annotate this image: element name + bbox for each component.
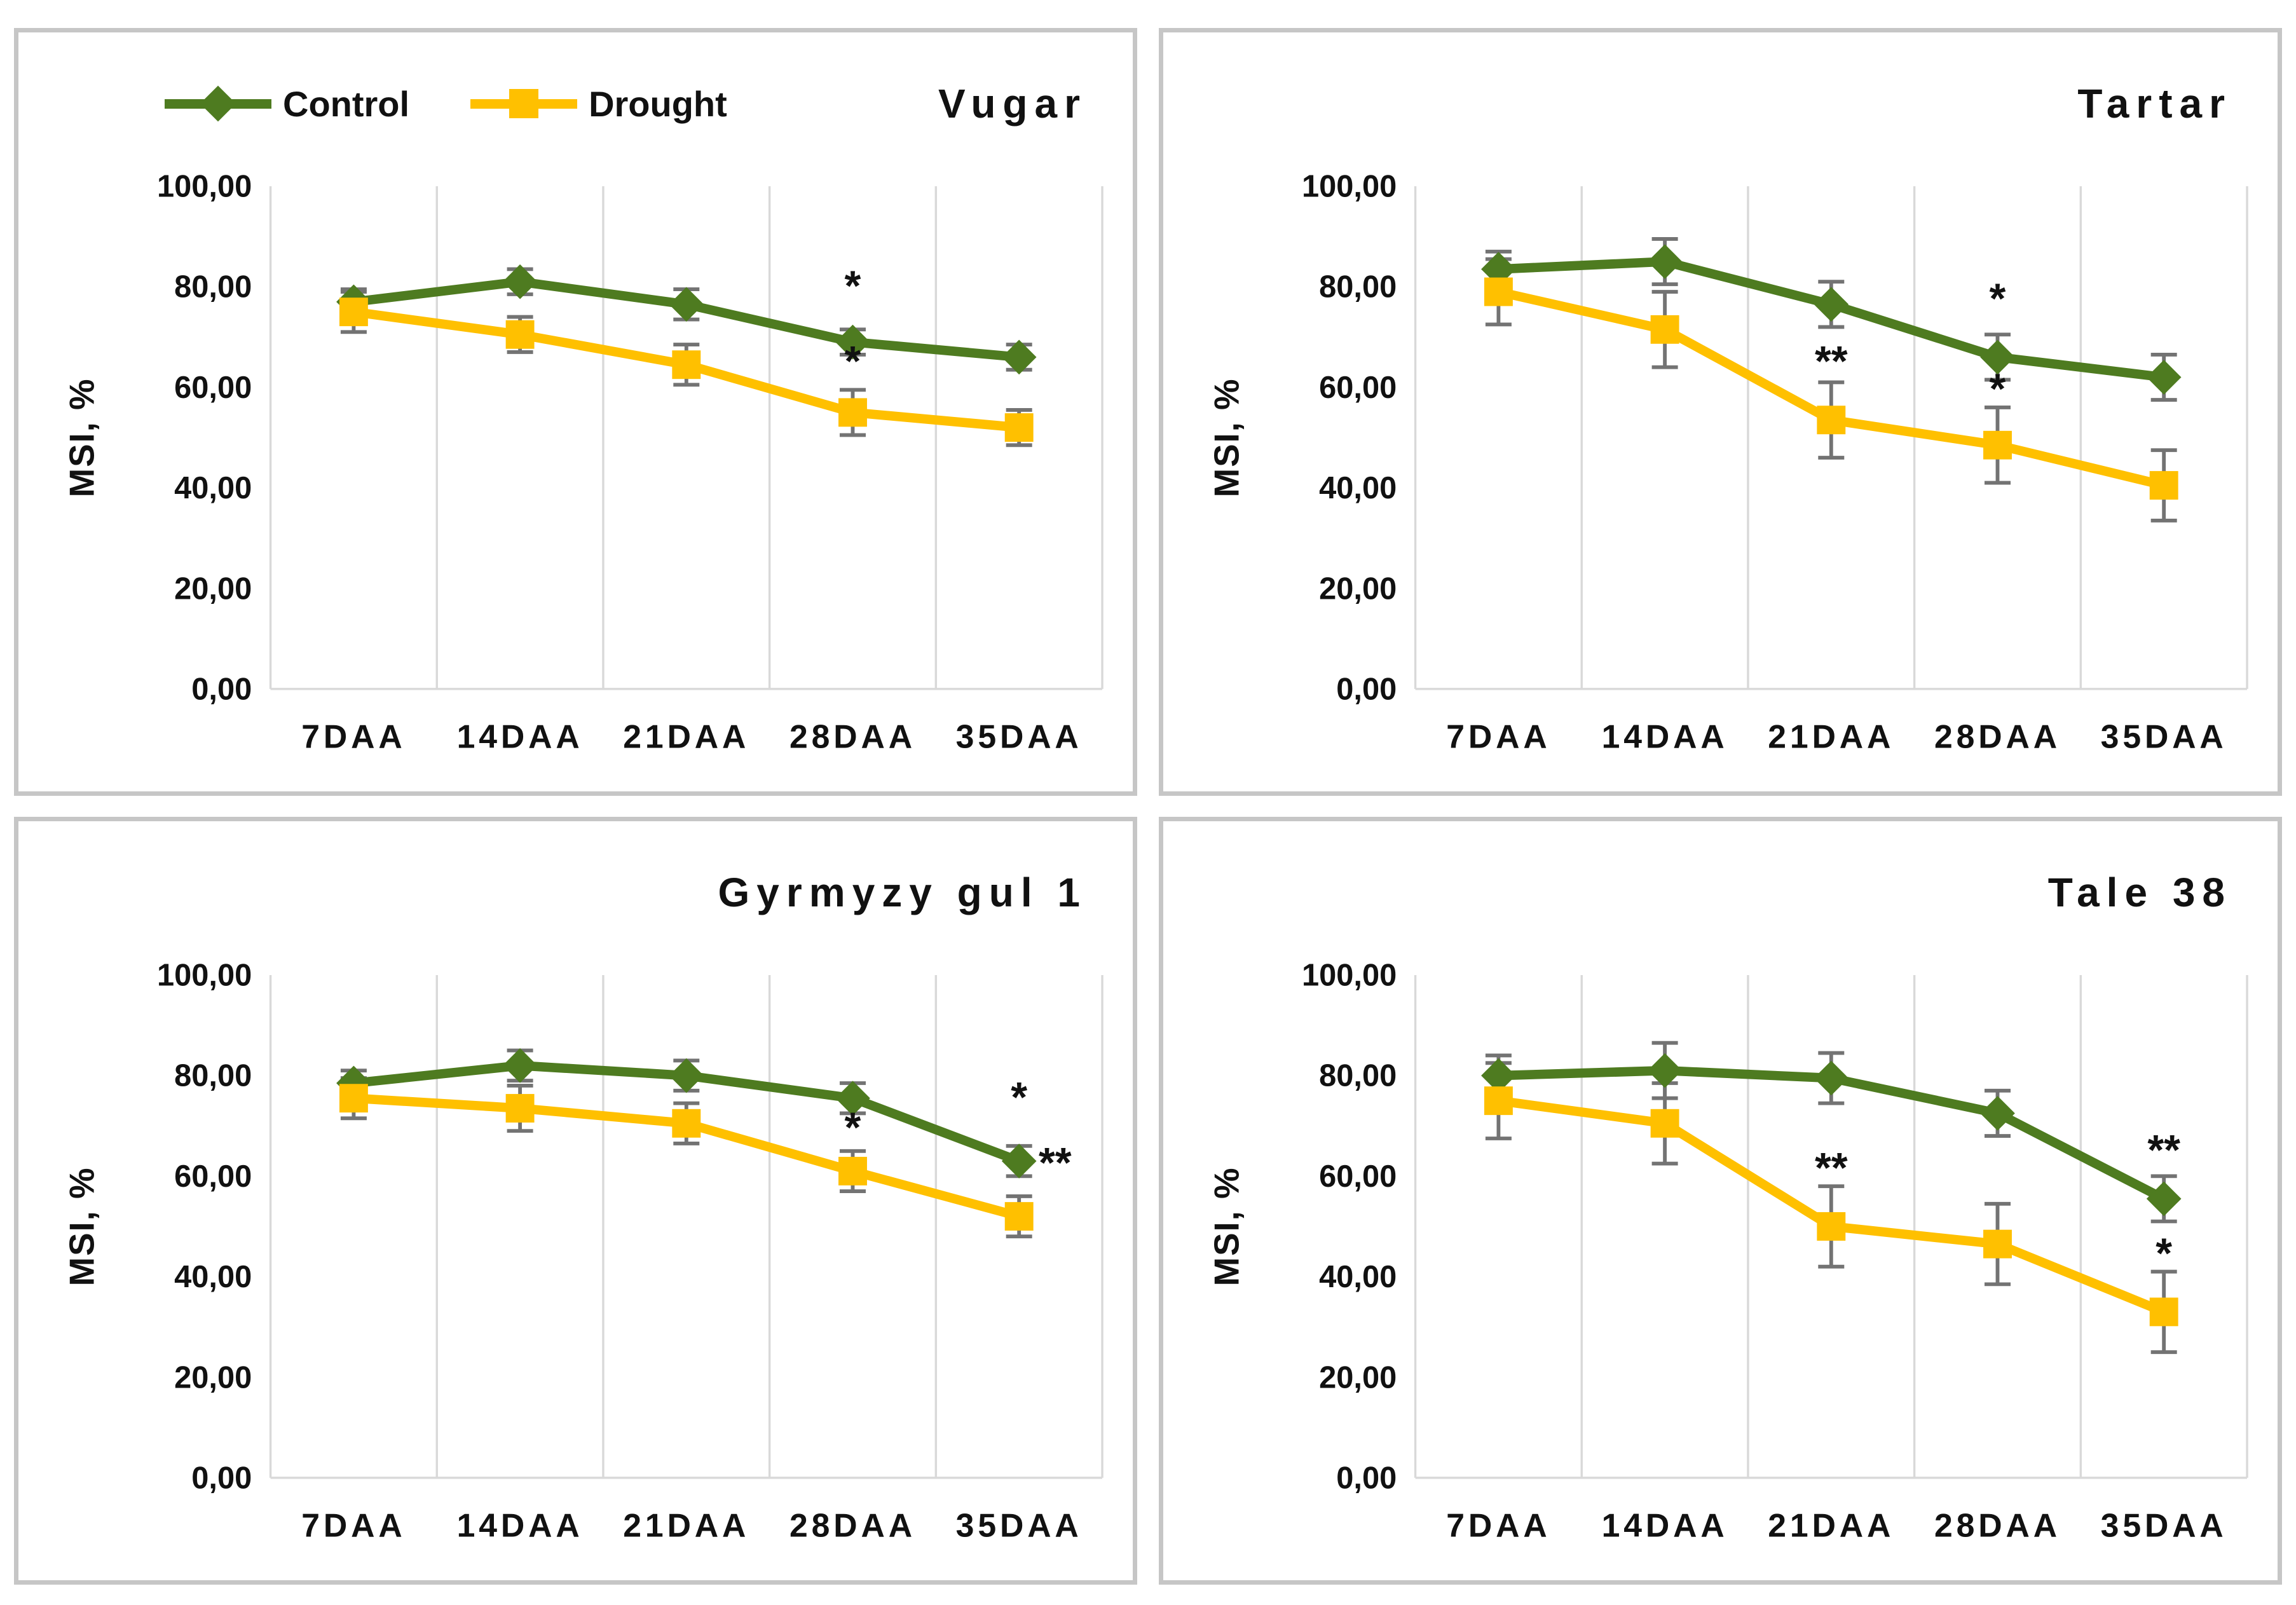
significance-asterisk: * [1011,1074,1027,1121]
y-axis-title: MSI, % [1206,1166,1246,1286]
x-category-label: 14DAA [1602,1507,1728,1544]
significance-asterisk: * [1990,366,2006,413]
x-category-label: 7DAA [1446,718,1550,755]
chart-panel-vugar: Control Drought Vugar * * 0,00 20,00 40,00 60… [14,28,1137,796]
x-category-label: 28DAA [789,1507,916,1544]
legend-item-label: Control [283,83,410,124]
y-tick-label: 100,00 [1302,170,1397,204]
y-tick-label: 20,00 [174,1360,252,1395]
x-category-label: 35DAA [2101,1507,2227,1544]
y-tick-label: 100,00 [157,959,252,993]
panel-header: Tartar [1163,32,2278,158]
legend-item-label: Drought [589,83,727,124]
y-tick-label: 60,00 [174,371,252,405]
x-category-label: 35DAA [956,1507,1083,1544]
y-axis-title: MSI, % [62,1166,101,1286]
legend: Control Drought [165,83,727,125]
y-tick-label: 80,00 [174,270,252,304]
y-tick-label: 60,00 [1319,371,1397,405]
x-category-label: 28DAA [1934,1507,2061,1544]
significance-asterisk: * [1990,275,2006,322]
x-category-label: 35DAA [956,718,1083,755]
legend-item-control: Control [165,83,409,125]
series-markers-drought [339,1084,1034,1231]
significance-asterisk: ** [2147,1127,2180,1174]
y-tick-label: 100,00 [157,170,252,204]
y-tick-label: 20,00 [174,571,252,606]
significance-asterisk: * [845,1105,861,1152]
y-axis-title: MSI, % [62,378,101,497]
control-line-diamond-icon [165,85,271,122]
x-category-label: 7DAA [301,1507,406,1544]
y-tick-label: 40,00 [1319,1260,1397,1294]
x-category-label: 28DAA [1934,718,2061,755]
chart-panel-tartar: Tartar ** * * 0,00 20,00 40,00 60,00 80,00 100,0… [1159,28,2282,796]
y-tick-label: 40,00 [174,1260,252,1294]
y-tick-label: 0,00 [1336,1461,1397,1495]
x-category-label: 28DAA [789,718,916,755]
chart-title: Tale 38 [2047,870,2232,915]
x-category-label: 7DAA [1446,1507,1550,1544]
x-category-label: 21DAA [623,718,749,755]
x-category-label: 35DAA [2101,718,2227,755]
significance-asterisk: * [2156,1230,2172,1277]
x-category-label: 21DAA [623,1507,749,1544]
x-category-label: 14DAA [457,718,584,755]
series-markers-drought [1484,277,2178,500]
chart-panel-gyrmyzy-gul-1: Gyrmyzy gul 1 * * ** 0,00 20,00 40,00 60,00 80,… [14,817,1137,1585]
chart-title: Gyrmyzy gul 1 [718,870,1087,915]
chart-panel-tale-38: Tale 38 ** ** * 0,00 20,00 40,00 60,00 80,00 100… [1159,817,2282,1585]
panel-header: Gyrmyzy gul 1 [18,821,1133,947]
y-tick-label: 20,00 [1319,571,1397,606]
y-tick-label: 0,00 [191,672,252,706]
y-tick-label: 40,00 [1319,471,1397,505]
y-tick-label: 40,00 [174,471,252,505]
panel-header: Tale 38 [1163,821,2278,947]
y-tick-label: 80,00 [1319,270,1397,304]
significance-asterisk: ** [1815,338,1848,385]
y-tick-label: 0,00 [1336,672,1397,706]
y-axis-title: MSI, % [1206,378,1246,497]
significance-asterisk: * [845,338,861,385]
y-tick-label: 80,00 [1319,1059,1397,1093]
significance-asterisk: * [845,263,861,310]
series-markers-drought [339,297,1034,442]
chart-plot: * * 0,00 20,00 40,00 60,00 80,00 100,00 7DAA 14DA… [62,170,1104,755]
panel-header: Control Drought Vugar [18,32,1133,158]
legend-item-drought: Drought [470,83,727,125]
drought-line-square-icon [470,89,578,118]
y-tick-label: 60,00 [174,1159,252,1194]
series-markers-drought [1484,1086,2178,1327]
chart-title: Tartar [2077,81,2232,126]
chart-plot-host: ** ** * 0,00 20,00 40,00 60,00 80,00 100,00 7DAA 1… [1163,947,2278,1580]
y-tick-label: 100,00 [1302,959,1397,993]
x-category-label: 21DAA [1768,1507,1894,1544]
x-category-label: 14DAA [457,1507,584,1544]
x-category-label: 7DAA [301,718,406,755]
x-category-label: 14DAA [1602,718,1728,755]
y-tick-label: 20,00 [1319,1360,1397,1395]
y-tick-label: 60,00 [1319,1159,1397,1194]
significance-asterisk: ** [1815,1145,1848,1192]
chart-title: Vugar [938,81,1087,126]
error-bars-drought [1485,1061,2177,1355]
y-tick-label: 0,00 [191,1461,252,1495]
y-tick-label: 80,00 [174,1059,252,1093]
significance-asterisk: ** [1039,1140,1072,1187]
chart-plot-host: * * 0,00 20,00 40,00 60,00 80,00 100,00 7DAA 14DA… [18,158,1133,791]
x-category-label: 21DAA [1768,718,1894,755]
